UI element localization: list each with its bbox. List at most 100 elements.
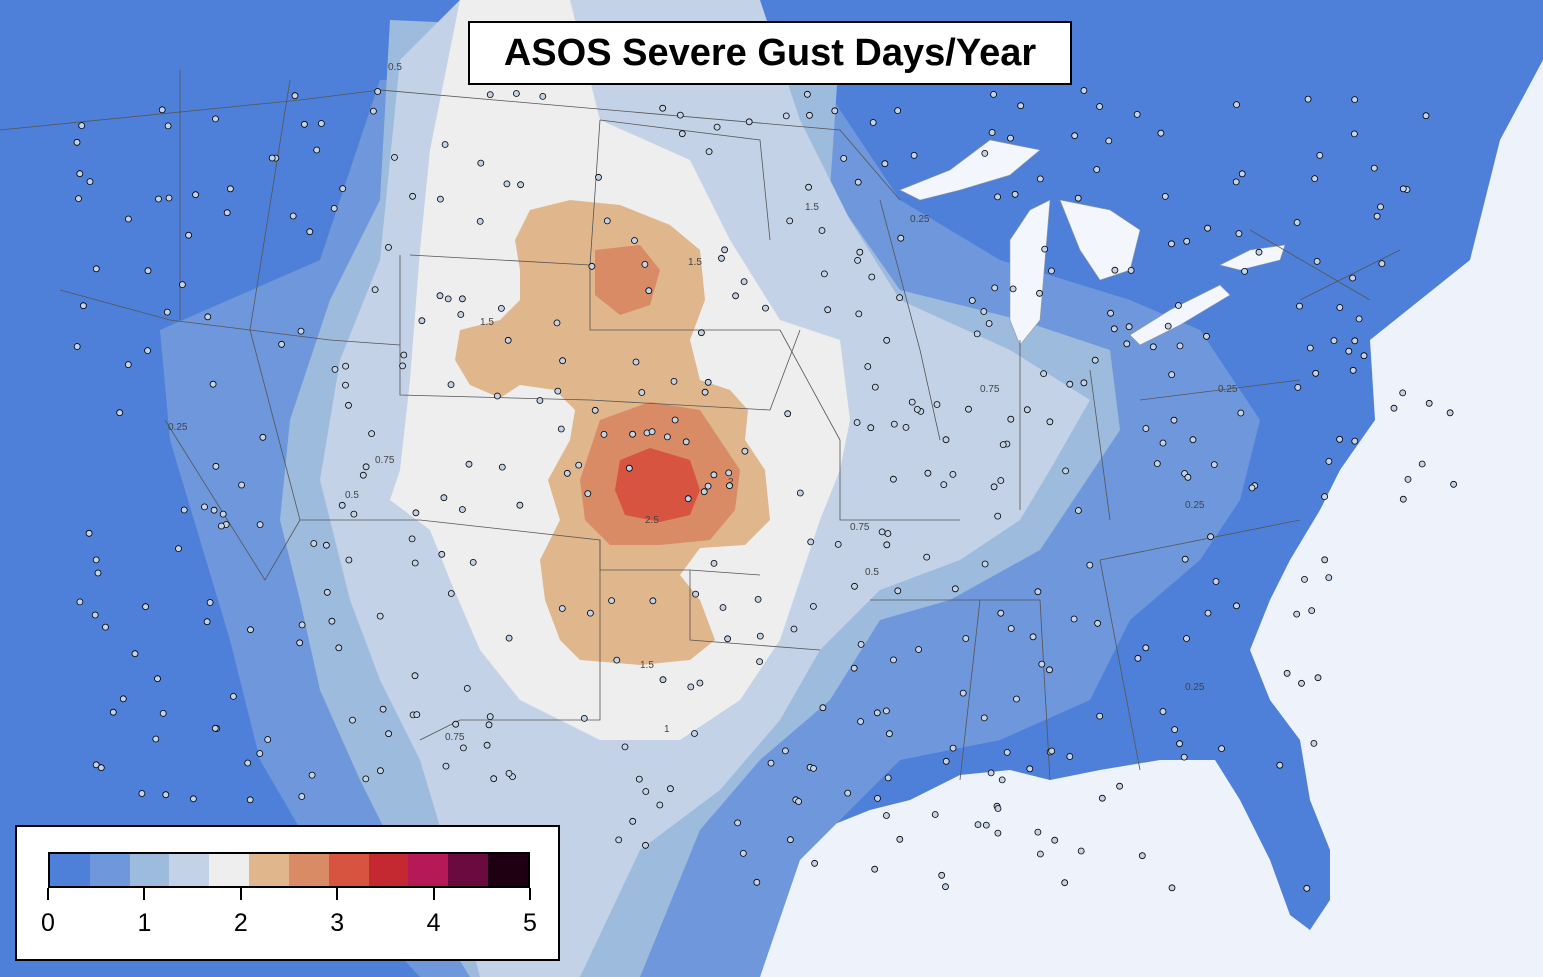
station-marker — [1301, 576, 1308, 583]
station-marker — [782, 112, 790, 120]
station-marker — [563, 469, 571, 477]
station-marker — [1159, 439, 1167, 447]
station-marker — [692, 590, 699, 598]
station-marker — [85, 529, 93, 537]
station-marker — [649, 597, 657, 605]
station-marker — [493, 392, 501, 400]
station-marker — [856, 248, 864, 256]
station-marker — [247, 626, 254, 634]
station-marker — [998, 776, 1006, 784]
station-marker — [158, 106, 166, 114]
colorbar-tick-label: 2 — [233, 909, 248, 937]
station-marker — [965, 405, 972, 413]
station-marker — [1051, 836, 1059, 844]
station-marker — [615, 836, 623, 844]
station-marker — [1138, 852, 1146, 860]
station-marker — [701, 388, 709, 396]
station-marker — [459, 744, 467, 752]
station-marker — [536, 397, 544, 404]
station-marker — [1046, 418, 1054, 426]
station-marker — [368, 430, 376, 438]
station-marker — [1349, 274, 1356, 282]
station-marker — [642, 841, 649, 849]
station-marker — [641, 260, 649, 268]
station-marker — [1176, 342, 1184, 350]
station-marker — [804, 90, 811, 98]
station-marker — [834, 541, 842, 548]
station-markers — [73, 87, 1457, 892]
station-marker — [300, 120, 308, 128]
state-boundaries — [0, 70, 1401, 781]
station-marker — [1314, 674, 1322, 682]
station-marker — [1066, 380, 1074, 388]
station-marker — [119, 695, 127, 703]
station-marker — [1142, 644, 1150, 652]
colorbar-tick-label: 5 — [523, 909, 537, 937]
station-marker — [1061, 879, 1069, 887]
contour-label: 0.5 — [865, 567, 879, 578]
station-marker — [1296, 302, 1303, 310]
station-marker — [1175, 302, 1182, 309]
station-marker — [1399, 495, 1407, 503]
colorbar-segment — [89, 854, 130, 886]
station-marker — [1009, 285, 1017, 293]
station-marker — [718, 254, 725, 262]
station-marker — [238, 481, 246, 489]
station-marker — [786, 217, 794, 225]
station-marker — [490, 775, 498, 783]
station-marker — [411, 672, 419, 680]
station-marker — [297, 327, 305, 335]
station-marker — [385, 243, 392, 251]
station-marker — [973, 330, 981, 338]
station-marker — [608, 597, 615, 604]
station-marker — [831, 107, 839, 115]
station-marker — [418, 317, 426, 325]
station-marker — [684, 495, 692, 503]
contour-label: 1.5 — [688, 257, 702, 268]
station-marker — [1189, 436, 1197, 444]
station-marker — [1233, 101, 1240, 108]
station-marker — [1399, 389, 1407, 397]
station-marker — [873, 709, 881, 717]
station-marker — [629, 430, 636, 438]
station-marker — [844, 789, 852, 797]
station-marker — [78, 122, 86, 129]
station-marker — [1390, 404, 1398, 412]
station-marker — [1204, 224, 1211, 232]
station-marker — [452, 720, 460, 728]
station-marker — [1235, 230, 1243, 238]
station-marker — [204, 313, 212, 321]
station-marker — [942, 883, 949, 891]
station-marker — [890, 420, 898, 428]
station-marker — [1171, 726, 1179, 733]
station-marker — [483, 741, 491, 749]
station-marker — [223, 209, 231, 217]
station-marker — [1425, 399, 1433, 407]
station-marker — [80, 302, 87, 310]
station-marker — [226, 185, 234, 193]
station-marker — [951, 585, 959, 593]
station-marker — [894, 587, 902, 595]
colorbar-segment — [169, 854, 210, 886]
station-marker — [371, 286, 379, 294]
station-marker — [92, 265, 100, 273]
station-marker — [949, 744, 957, 752]
station-marker — [411, 559, 419, 567]
station-marker — [86, 178, 94, 186]
station-marker — [857, 641, 865, 648]
station-marker — [268, 154, 276, 162]
station-marker — [1125, 323, 1133, 331]
station-marker — [1304, 95, 1312, 103]
station-marker — [864, 363, 872, 370]
station-marker — [203, 618, 211, 626]
station-marker — [886, 730, 893, 738]
station-marker — [1034, 828, 1042, 836]
lake-michigan — [1009, 199, 1051, 346]
contour-label: 0.75 — [850, 522, 870, 533]
station-marker — [350, 510, 358, 518]
station-marker — [1446, 409, 1454, 417]
station-marker — [1218, 745, 1225, 752]
station-marker — [376, 612, 384, 620]
station-marker — [754, 596, 762, 603]
station-marker — [476, 217, 484, 225]
